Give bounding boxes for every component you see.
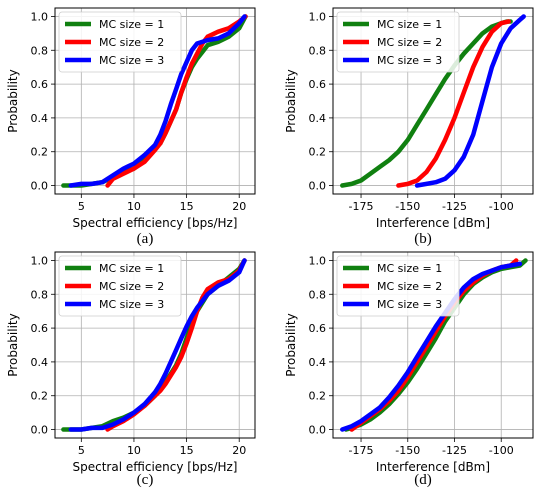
x-tick-label: -150 (395, 200, 420, 213)
y-tick-label: 0.0 (31, 424, 49, 437)
plot-frame (54, 7, 256, 195)
y-tick-label: 0.2 (31, 146, 49, 159)
x-axis-label: Interference [dBm] (376, 216, 490, 230)
series-line-2 (105, 14, 248, 188)
y-tick-label: 0.2 (309, 390, 327, 403)
panel-label: (a) (137, 231, 154, 247)
legend-label-1: MC size = 1 (377, 18, 442, 31)
x-tick-label: 15 (180, 444, 194, 457)
y-tick-label: 0.4 (31, 356, 49, 369)
y-tick-label: 0.6 (31, 78, 49, 91)
plot-frame (54, 251, 256, 439)
plot-frame (332, 251, 534, 439)
y-axis-label: Probability (284, 313, 298, 376)
y-axis-label: Probability (6, 313, 20, 376)
legend-box (58, 11, 182, 73)
legend: MC size = 1 MC size = 2 MC size = 3 (58, 11, 182, 73)
x-tick-label: -100 (489, 444, 514, 457)
y-tick-label: 0.0 (309, 424, 327, 437)
x-tick-label: -125 (442, 200, 467, 213)
legend-box (58, 255, 182, 317)
x-tick-label: 20 (232, 444, 246, 457)
legend-box (336, 11, 460, 73)
y-tick-label: 0.4 (309, 112, 327, 125)
y-tick-label: 0.8 (31, 44, 49, 57)
panel-label: (d) (414, 472, 432, 488)
x-tick-label: 5 (78, 444, 85, 457)
y-axis-label: Probability (284, 69, 298, 132)
legend-label-3: MC size = 3 (377, 54, 442, 67)
y-tick-label: 1.0 (31, 10, 49, 23)
legend: MC size = 1 MC size = 2 MC size = 3 (58, 255, 182, 317)
legend-box (336, 255, 460, 317)
legend-label-1: MC size = 1 (377, 262, 442, 275)
chart-panel-4: 0.0 0.2 0.4 0.6 0.8 1.0 -175 -150 -125 -100 MC siz… (284, 251, 534, 488)
legend: MC size = 1 MC size = 2 MC size = 3 (336, 11, 460, 73)
y-tick-label: 0.0 (31, 180, 49, 193)
series-line-3 (68, 14, 247, 188)
y-tick-label: 0.8 (31, 288, 49, 301)
series-line-3 (340, 261, 523, 432)
series-line-2 (396, 19, 511, 188)
x-tick-label: -175 (349, 200, 374, 213)
legend-label-2: MC size = 2 (377, 36, 442, 49)
y-tick-label: 0.6 (309, 78, 327, 91)
y-tick-label: 0.2 (31, 390, 49, 403)
y-tick-label: 0.4 (309, 356, 327, 369)
y-tick-label: 1.0 (309, 10, 327, 23)
chart-panel-2: 0.0 0.2 0.4 0.6 0.8 1.0 -175 -150 -125 -100 MC siz… (284, 7, 534, 247)
series-line-3 (414, 14, 526, 188)
x-tick-label: 5 (78, 200, 85, 213)
y-tick-label: 1.0 (309, 254, 327, 267)
panel-label: (b) (414, 231, 432, 247)
y-tick-label: 0.8 (309, 288, 327, 301)
series-line-1 (340, 19, 513, 188)
legend-label-1: MC size = 1 (99, 262, 164, 275)
legend-label-2: MC size = 2 (99, 36, 164, 49)
y-tick-label: 0.0 (309, 180, 327, 193)
legend-label-3: MC size = 3 (99, 54, 164, 67)
series-line-3 (68, 258, 247, 432)
y-tick-label: 0.4 (31, 112, 49, 125)
x-tick-label: -150 (395, 444, 420, 457)
legend-label-3: MC size = 3 (99, 298, 164, 311)
legend-label-2: MC size = 2 (99, 280, 164, 293)
x-tick-label: -100 (489, 200, 514, 213)
x-tick-label: -175 (349, 444, 374, 457)
x-axis-label: Spectral efficiency [bps/Hz] (73, 216, 238, 230)
legend-label-1: MC size = 1 (99, 18, 164, 31)
x-tick-label: 15 (180, 200, 194, 213)
legend-label-3: MC size = 3 (377, 298, 442, 311)
x-tick-label: 20 (232, 200, 246, 213)
plot-frame (332, 7, 534, 195)
x-tick-label: 10 (127, 200, 141, 213)
y-tick-label: 0.6 (31, 322, 49, 335)
legend: MC size = 1 MC size = 2 MC size = 3 (336, 255, 460, 317)
x-axis-label: Interference [dBm] (376, 460, 490, 474)
x-tick-label: -125 (442, 444, 467, 457)
x-tick-label: 10 (127, 444, 141, 457)
y-tick-label: 1.0 (31, 254, 49, 267)
x-axis-label: Spectral efficiency [bps/Hz] (73, 460, 238, 474)
legend-label-2: MC size = 2 (377, 280, 442, 293)
panel-label: (c) (137, 472, 154, 488)
y-axis-label: Probability (6, 69, 20, 132)
y-tick-label: 0.8 (309, 44, 327, 57)
y-tick-label: 0.2 (309, 146, 327, 159)
y-tick-label: 0.6 (309, 322, 327, 335)
